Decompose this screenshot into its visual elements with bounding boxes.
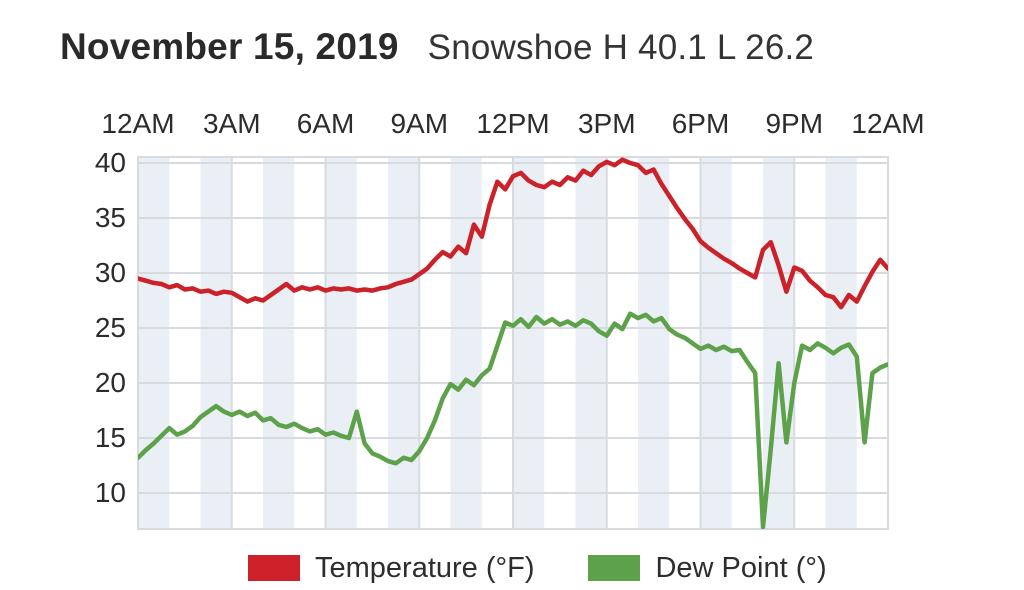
hour-band xyxy=(700,157,732,529)
plot-border xyxy=(137,156,889,530)
y-tick-label: 35 xyxy=(94,202,126,233)
dew-point-swatch-icon xyxy=(588,555,641,581)
x-tick-label: 9PM xyxy=(765,108,824,139)
hour-band xyxy=(263,157,295,529)
hour-band xyxy=(513,157,545,529)
page-title: November 15, 2019 Snowshoe H 40.1 L 26.2 xyxy=(60,26,814,68)
y-tick-label: 15 xyxy=(94,422,126,453)
x-tick-label: 3PM xyxy=(577,108,636,139)
hour-band xyxy=(388,157,420,529)
hour-band xyxy=(575,157,607,529)
temperature-legend-label: Temperature (°F) xyxy=(315,552,535,584)
y-tick-label: 30 xyxy=(94,257,126,288)
hour-band xyxy=(825,157,857,529)
x-tick-label: 12AM xyxy=(101,108,175,139)
y-tick-label: 25 xyxy=(94,312,126,343)
y-tick-label: 40 xyxy=(94,147,126,178)
station-high-low-summary: Snowshoe H 40.1 L 26.2 xyxy=(427,28,815,67)
hour-band xyxy=(450,157,482,529)
x-tick-label: 12PM xyxy=(476,108,550,139)
chart-legend: Temperature (°F) Dew Point (°) xyxy=(248,551,827,585)
hour-band xyxy=(638,157,670,529)
date-title: November 15, 2019 xyxy=(60,26,399,67)
hour-band xyxy=(200,157,232,529)
x-tick-label: 3AM xyxy=(202,108,261,139)
hour-band xyxy=(325,157,357,529)
hour-band xyxy=(138,157,170,529)
x-tick-label: 6PM xyxy=(671,108,730,139)
dew-point-legend-label: Dew Point (°) xyxy=(655,552,827,584)
dew-point-line xyxy=(138,311,888,529)
x-tick-label: 9AM xyxy=(390,108,449,139)
y-tick-label: 20 xyxy=(94,367,126,398)
x-tick-label: 6AM xyxy=(296,108,355,139)
legend-item-temperature: Temperature (°F) xyxy=(248,551,534,585)
temperature-line xyxy=(138,157,888,310)
legend-item-dew-point: Dew Point (°) xyxy=(588,551,827,585)
y-tick-label: 10 xyxy=(94,477,126,508)
temperature-swatch-icon xyxy=(248,555,300,581)
x-tick-label: 12AM xyxy=(851,108,925,139)
